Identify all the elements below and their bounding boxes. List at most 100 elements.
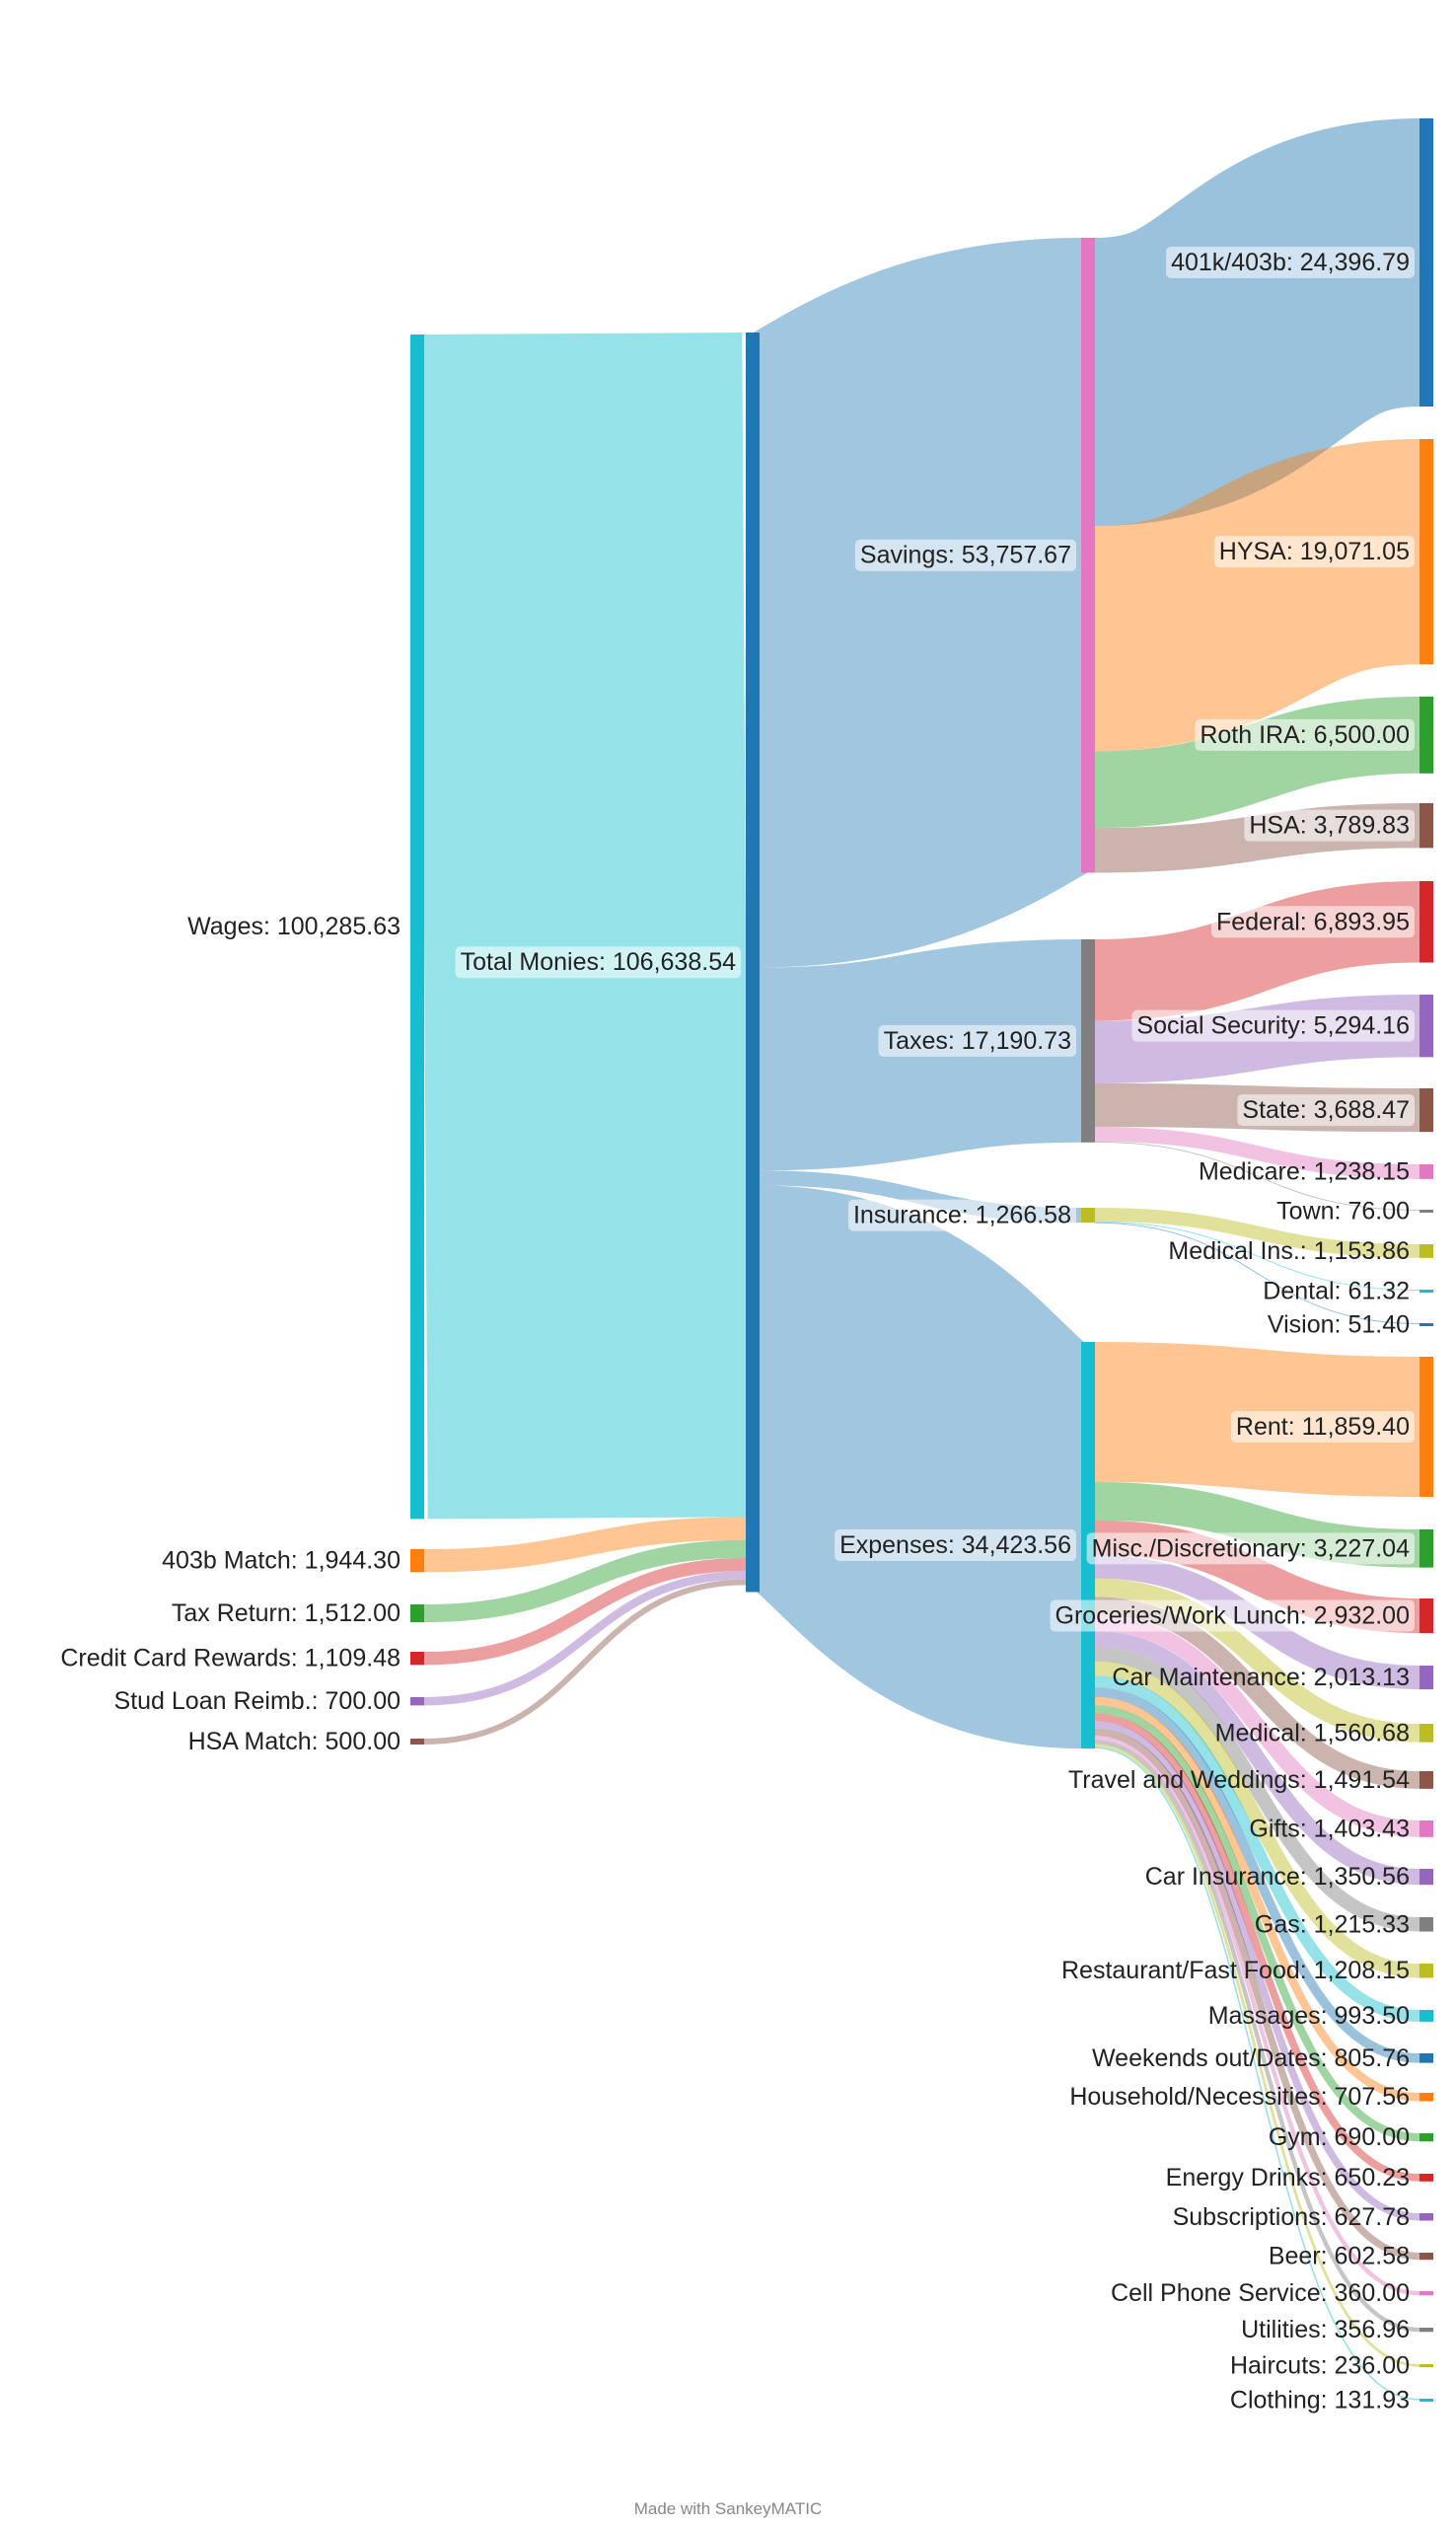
node-name: Medical Ins. <box>1168 1237 1299 1265</box>
node-name: Dental <box>1263 1278 1334 1305</box>
node-label-gym: Gym: 690.00 <box>1269 2123 1410 2151</box>
node-name: Insurance <box>853 1202 962 1229</box>
node-label-expenses: Expenses: 34,423.56 <box>839 1531 1071 1559</box>
link-taxes-town <box>1094 1141 1420 1211</box>
node-name: Medicare <box>1199 1157 1300 1185</box>
node-label-studloan: Stud Loan Reimb.: 700.00 <box>114 1687 400 1715</box>
node-value: : 11,859.40 <box>1288 1413 1410 1441</box>
node-value: : 602.58 <box>1321 2243 1410 2270</box>
node-travel <box>1420 1771 1433 1789</box>
node-energy <box>1420 2174 1433 2182</box>
link-savings-k401 <box>1090 118 1424 527</box>
node-value: : 3,789.83 <box>1300 812 1410 840</box>
link-expenses-cell <box>1094 1736 1420 2296</box>
node-value: : 51.40 <box>1335 1311 1410 1339</box>
node-insurance <box>1081 1208 1095 1224</box>
link-expenses-utilities <box>1094 1740 1420 2333</box>
label-halo-federal <box>1211 906 1415 938</box>
link-expenses-gas <box>1094 1647 1420 1932</box>
node-name: Massages <box>1208 2002 1321 2030</box>
node-name: Stud Loan Reimb. <box>114 1687 312 1715</box>
link-studloan-total <box>423 1571 747 1706</box>
node-carins <box>1420 1869 1433 1886</box>
node-value: : 76.00 <box>1335 1198 1410 1226</box>
node-ccrewards <box>410 1652 424 1666</box>
node-beer <box>1420 2253 1433 2261</box>
node-label-clothing: Clothing: 131.93 <box>1230 2387 1410 2415</box>
node-vision <box>1420 1323 1433 1326</box>
node-name: Town <box>1276 1198 1334 1226</box>
node-socsec <box>1420 995 1433 1058</box>
node-value: : 650.23 <box>1321 2164 1410 2192</box>
node-label-insurance: Insurance: 1,266.58 <box>853 1202 1071 1229</box>
label-halo-insurance <box>847 1199 1076 1231</box>
node-name: Beer <box>1269 2243 1321 2270</box>
node-medicare <box>1420 1164 1433 1179</box>
node-label-medical: Medical: 1,560.68 <box>1215 1719 1410 1746</box>
node-label-medins: Medical Ins.: 1,153.86 <box>1168 1237 1410 1265</box>
node-restaurant <box>1420 1964 1433 1978</box>
node-hsamatch <box>410 1739 424 1745</box>
label-halo-k401 <box>1166 247 1415 279</box>
node-carmaint <box>1420 1666 1433 1690</box>
node-state <box>1420 1088 1433 1133</box>
node-name: Wages <box>187 913 263 940</box>
node-label-energy: Energy Drinks: 650.23 <box>1166 2164 1410 2192</box>
node-gym <box>1420 2133 1433 2142</box>
node-value: : 6,893.95 <box>1300 908 1410 935</box>
link-hsamatch-total <box>423 1579 747 1745</box>
node-value: : 1,491.54 <box>1300 1766 1410 1794</box>
node-value: : 1,153.86 <box>1300 1237 1410 1265</box>
node-name: Expenses <box>839 1531 948 1559</box>
link-expenses-carins <box>1094 1631 1420 1886</box>
credit-text: Made with SankeyMATIC <box>634 2499 823 2518</box>
link-insurance-vision <box>1094 1222 1420 1324</box>
node-value: : 2,013.13 <box>1300 1664 1410 1691</box>
node-label-federal: Federal: 6,893.95 <box>1216 908 1410 935</box>
node-label-medicare: Medicare: 1,238.15 <box>1199 1157 1410 1185</box>
link-insurance-dental <box>1094 1221 1420 1291</box>
node-name: Groceries/Work Lunch <box>1056 1602 1300 1630</box>
node-gas <box>1420 1917 1433 1932</box>
link-expenses-haircuts <box>1094 1744 1420 2367</box>
node-label-dental: Dental: 61.32 <box>1263 1278 1410 1305</box>
node-value: : 1,512.00 <box>291 1599 400 1627</box>
label-halo-total <box>455 946 742 979</box>
sankey-nodes <box>410 118 1433 2402</box>
node-label-socsec: Social Security: 5,294.16 <box>1136 1012 1410 1040</box>
node-cell <box>1420 2291 1433 2296</box>
node-town <box>1420 1210 1433 1213</box>
node-label-weekends: Weekends out/Dates: 805.76 <box>1092 2044 1410 2072</box>
node-value: : 6,500.00 <box>1300 721 1410 749</box>
label-halo-savings <box>854 539 1076 571</box>
label-halo-hysa <box>1213 536 1415 568</box>
node-misc <box>1420 1529 1433 1568</box>
node-label-town: Town: 76.00 <box>1276 1198 1410 1226</box>
node-hysa <box>1420 439 1433 665</box>
node-label-gas: Gas: 1,215.33 <box>1255 1910 1410 1938</box>
link-expenses-beer <box>1094 1728 1420 2261</box>
node-label-household: Household/Necessities: 707.56 <box>1069 2083 1410 2111</box>
node-name: Vision <box>1268 1311 1335 1339</box>
link-expenses-household <box>1094 1696 1420 2102</box>
node-name: 403b Match <box>162 1547 291 1575</box>
label-halo-hsa <box>1244 809 1415 842</box>
node-label-wages: Wages: 100,285.63 <box>187 913 400 940</box>
node-label-taxes: Taxes: 17,190.73 <box>884 1027 1071 1055</box>
link-taxes-medicare <box>1094 1127 1420 1179</box>
link-expenses-clothing <box>1094 1746 1420 2401</box>
node-weekends <box>1420 2053 1433 2063</box>
node-taxes <box>1081 939 1095 1143</box>
node-name: Restaurant/Fast Food <box>1061 1957 1300 1984</box>
node-subs <box>1420 2213 1433 2221</box>
node-match403b <box>410 1549 424 1573</box>
node-value: : 106,638.54 <box>599 948 736 976</box>
node-value: : 690.00 <box>1321 2123 1410 2151</box>
node-value: : 1,238.15 <box>1300 1157 1410 1185</box>
label-halo-taxes <box>878 1024 1076 1057</box>
node-name: Travel and Weddings <box>1068 1766 1300 1794</box>
node-label-massages: Massages: 993.50 <box>1208 2002 1410 2030</box>
node-value: : 1,208.15 <box>1300 1957 1410 1984</box>
